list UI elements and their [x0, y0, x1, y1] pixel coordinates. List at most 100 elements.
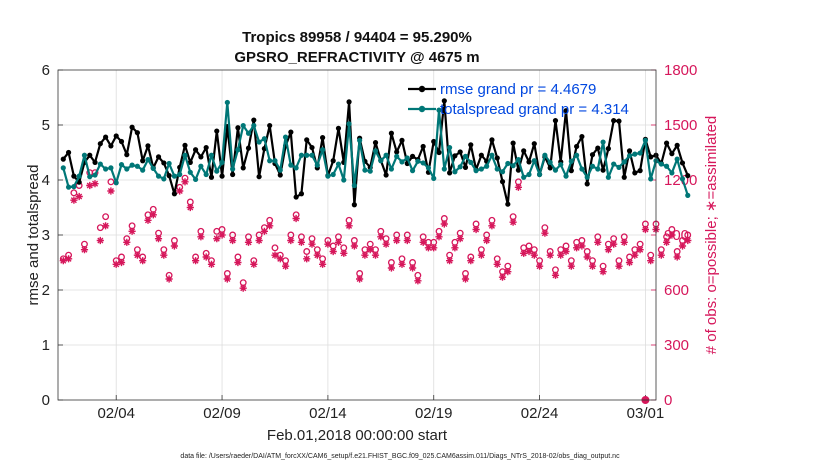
data-series	[59, 98, 692, 404]
totalspread-point	[65, 184, 72, 190]
assimilated-obs-point	[329, 247, 337, 256]
rmse-point	[648, 154, 654, 160]
assimilated-obs-point	[192, 257, 200, 265]
assimilated-obs-point	[525, 247, 533, 256]
totalspread-point	[685, 192, 691, 198]
rmse-point	[388, 130, 394, 136]
rmse-point	[171, 191, 178, 197]
totalspread-point	[394, 153, 400, 159]
assimilated-obs-point	[483, 236, 491, 245]
totalspread-point	[568, 158, 574, 164]
assimilated-obs-point	[398, 260, 406, 268]
totalspread-point	[499, 169, 506, 175]
totalspread-point	[473, 168, 479, 174]
rmse-point	[214, 128, 220, 134]
assimilated-obs-point	[678, 242, 687, 250]
assimilated-obs-point	[477, 251, 485, 259]
assimilated-obs-point	[271, 251, 279, 259]
totalspread-point	[589, 163, 596, 169]
assimilated-obs-point	[70, 196, 78, 204]
assimilated-obs-point	[620, 238, 628, 246]
possible-obs-point	[303, 248, 311, 255]
rmse-point	[145, 143, 151, 149]
assimilated-obs-point	[186, 203, 194, 212]
totalspread-point	[669, 170, 675, 176]
rmse-point	[320, 135, 326, 141]
assimilated-obs-point	[218, 231, 226, 239]
assimilated-obs-point	[176, 187, 184, 195]
rmse-point	[574, 143, 580, 150]
y-tick-label-right: 300	[664, 337, 689, 354]
assimilated-obs-point	[250, 260, 258, 268]
assimilated-obs-point	[133, 251, 141, 259]
totalspread-point	[605, 174, 611, 180]
totalspread-point	[182, 152, 188, 158]
assimilated-obs-point	[409, 264, 417, 272]
totalspread-point	[277, 167, 283, 173]
totalspread-point	[484, 163, 490, 169]
totalspread-point	[584, 174, 590, 180]
assimilated-obs-point	[86, 181, 94, 190]
x-tick-label: 02/19	[415, 405, 453, 422]
rmse-point	[113, 133, 119, 139]
assimilated-obs-point	[567, 262, 575, 270]
totalspread-point	[462, 153, 469, 159]
totalspread-point	[616, 164, 622, 170]
totalspread-point	[558, 162, 564, 168]
assimilated-obs-point	[583, 253, 591, 261]
totalspread-point	[351, 182, 357, 189]
assimilated-obs-point	[292, 214, 300, 223]
rmse-point	[124, 152, 130, 158]
totalspread-point	[320, 147, 326, 153]
totalspread-point	[420, 160, 426, 166]
totalspread-point	[118, 162, 125, 168]
rmse-point	[87, 152, 93, 158]
totalspread-point	[261, 136, 267, 142]
totalspread-point	[330, 171, 336, 178]
assimilated-obs-point	[387, 264, 395, 272]
rmse-point	[626, 148, 633, 154]
assimilated-obs-point	[419, 238, 427, 246]
totalspread-point	[161, 176, 167, 182]
rmse-point	[674, 142, 680, 148]
totalspread-point	[267, 158, 273, 164]
assimilated-obs-point	[313, 251, 321, 259]
totalspread-point	[155, 173, 162, 179]
assimilated-obs-point	[663, 238, 671, 246]
y-tick-label-right: 0	[664, 392, 672, 409]
assimilated-obs-point	[493, 260, 501, 268]
possible-obs-point	[271, 244, 279, 252]
y-tick-label-left: 5	[42, 117, 50, 134]
totalspread-point	[187, 169, 193, 175]
rmse-point	[584, 181, 590, 187]
rmse-point	[166, 173, 172, 179]
totalspread-point	[626, 153, 633, 159]
totalspread-point	[314, 162, 320, 168]
totalspread-point	[145, 157, 151, 163]
rmse-point	[462, 164, 469, 170]
assimilated-obs-point	[297, 238, 305, 246]
totalspread-point	[171, 173, 178, 179]
totalspread-point	[235, 147, 241, 153]
assimilated-obs-point	[488, 222, 496, 230]
assimilated-obs-point	[170, 242, 178, 250]
assimilated-obs-point	[456, 235, 464, 243]
x-tick-label: 02/09	[203, 405, 241, 422]
totalspread-point	[113, 180, 119, 186]
rmse-point	[230, 171, 236, 178]
totalspread-point	[663, 163, 670, 169]
totalspread-point	[468, 159, 474, 165]
totalspread-point	[452, 169, 458, 175]
totalspread-point	[515, 157, 522, 163]
possible-obs-point	[70, 189, 78, 197]
totalspread-point	[192, 176, 199, 183]
assimilated-obs-point	[594, 238, 602, 246]
totalspread-point	[367, 168, 373, 174]
assimilated-obs-point	[610, 240, 618, 248]
assimilated-obs-point	[91, 180, 99, 188]
assimilated-obs-point	[144, 216, 152, 224]
rmse-point	[637, 168, 643, 174]
assimilated-obs-point	[514, 183, 522, 191]
rmse-point	[510, 140, 516, 146]
